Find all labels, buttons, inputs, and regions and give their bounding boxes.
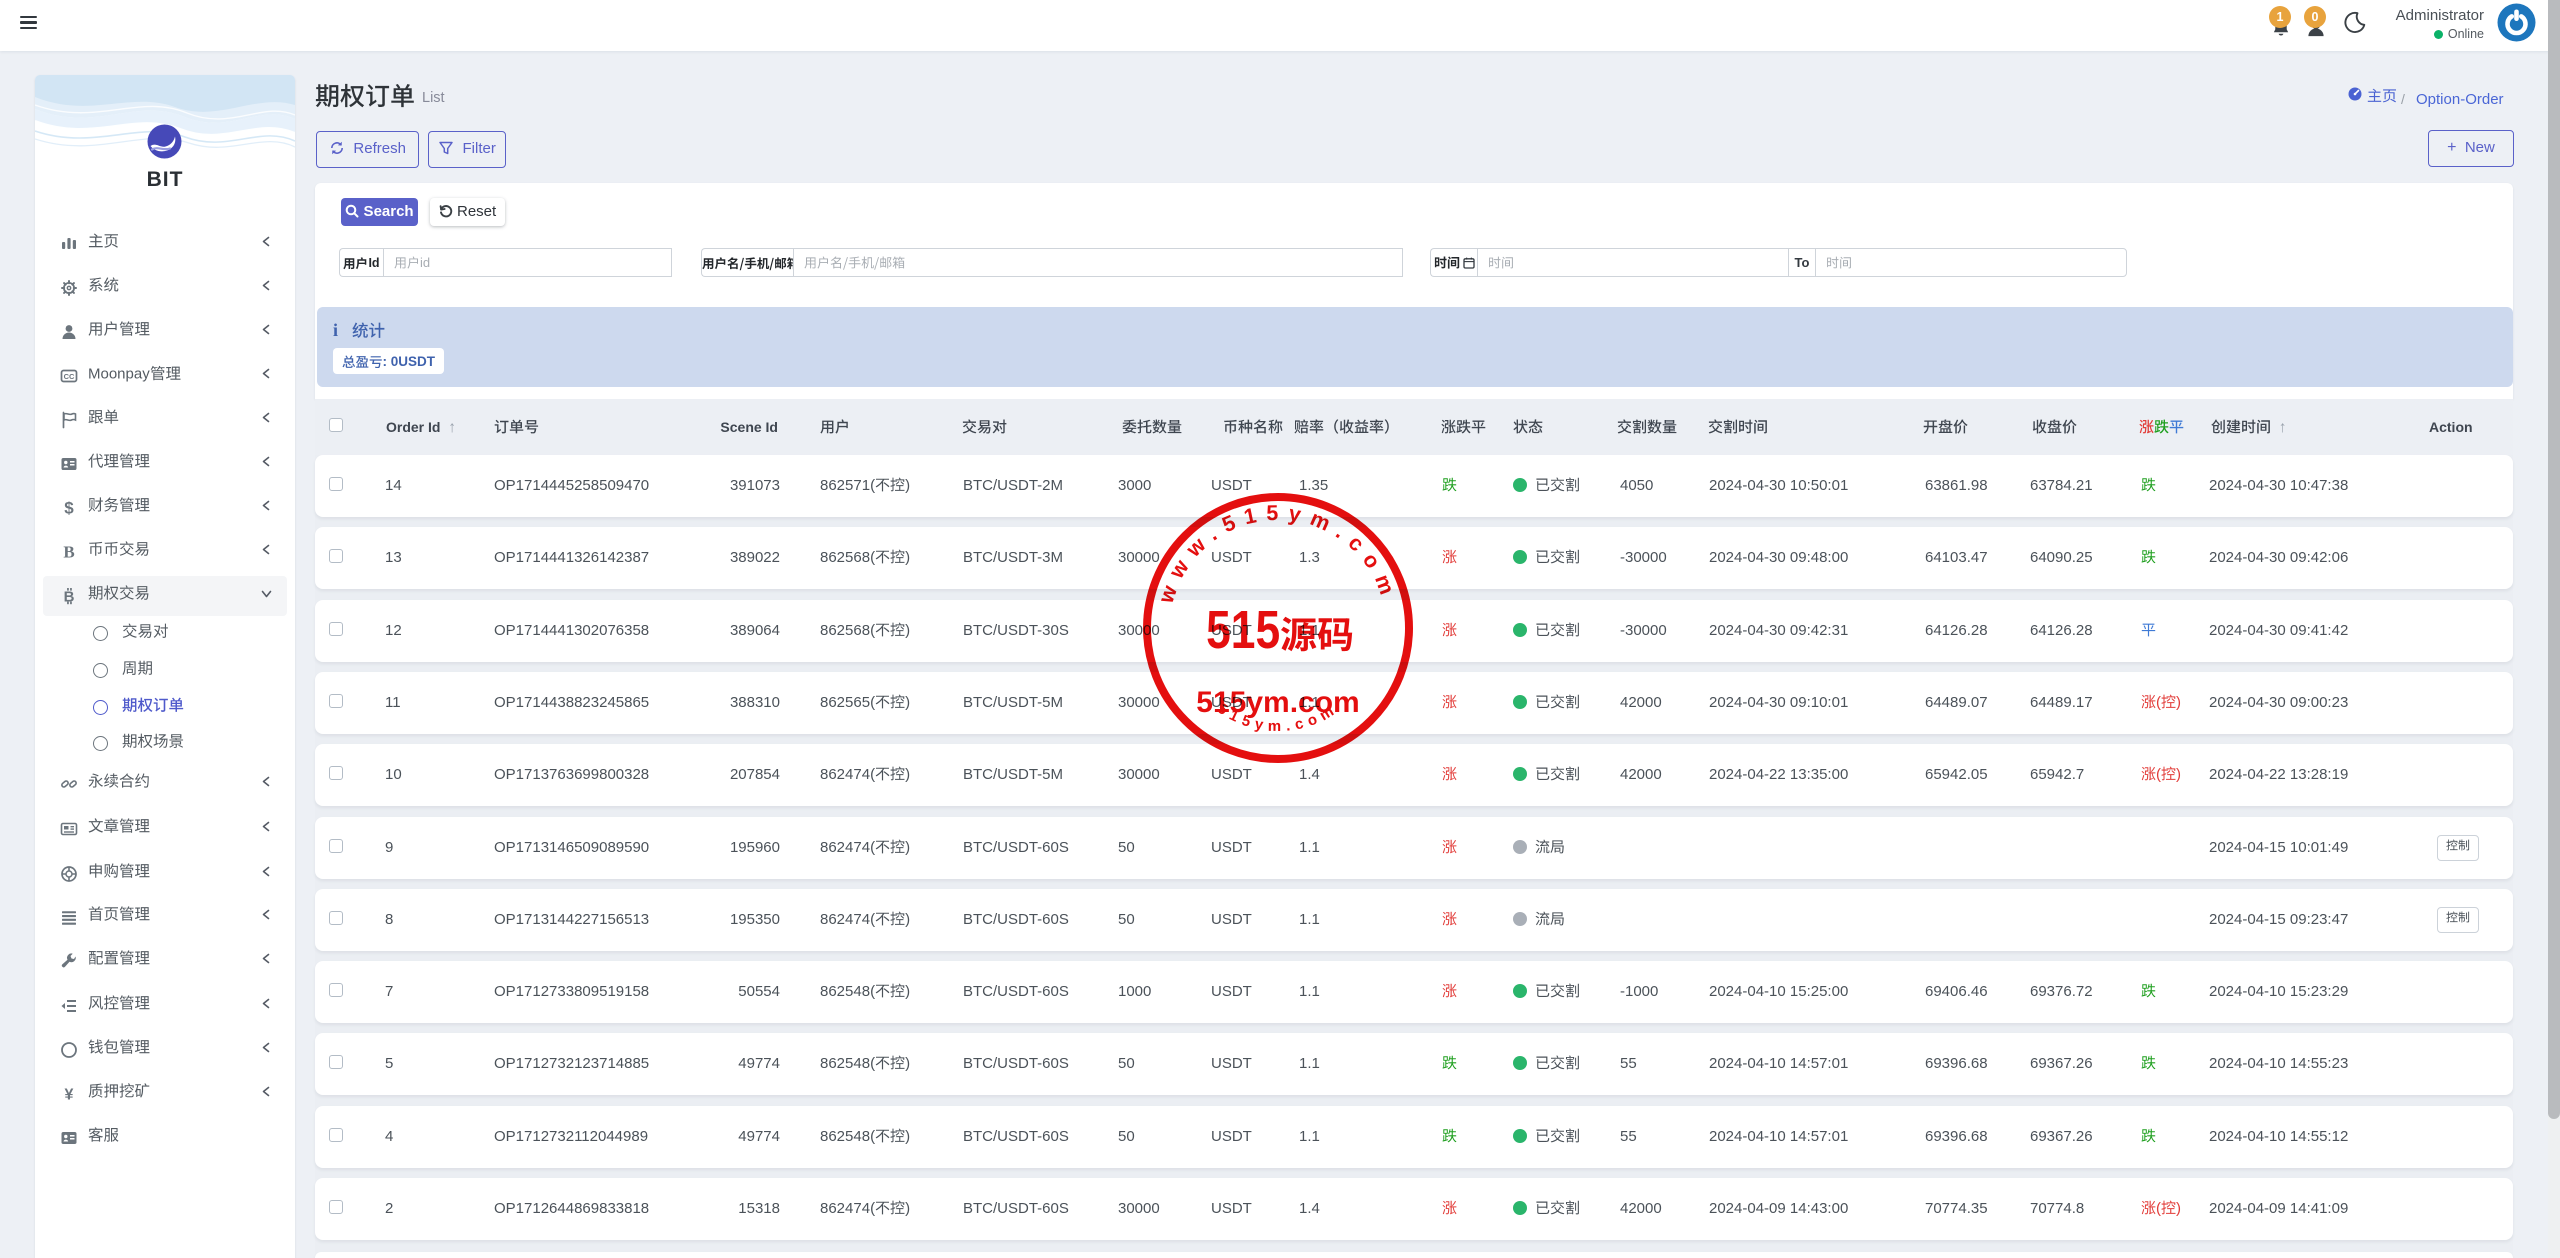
svg-text:$: $ xyxy=(64,499,74,517)
svg-text:CC: CC xyxy=(64,372,75,381)
svg-text:www.515ym.com: www.515ym.com xyxy=(1154,501,1403,607)
svg-text:515: 515 xyxy=(1206,600,1280,660)
svg-text:B: B xyxy=(63,543,74,561)
svg-text:B: B xyxy=(64,589,75,606)
svg-text:¥: ¥ xyxy=(65,1087,74,1104)
svg-text:515ym.com: 515ym.com xyxy=(1196,686,1359,719)
